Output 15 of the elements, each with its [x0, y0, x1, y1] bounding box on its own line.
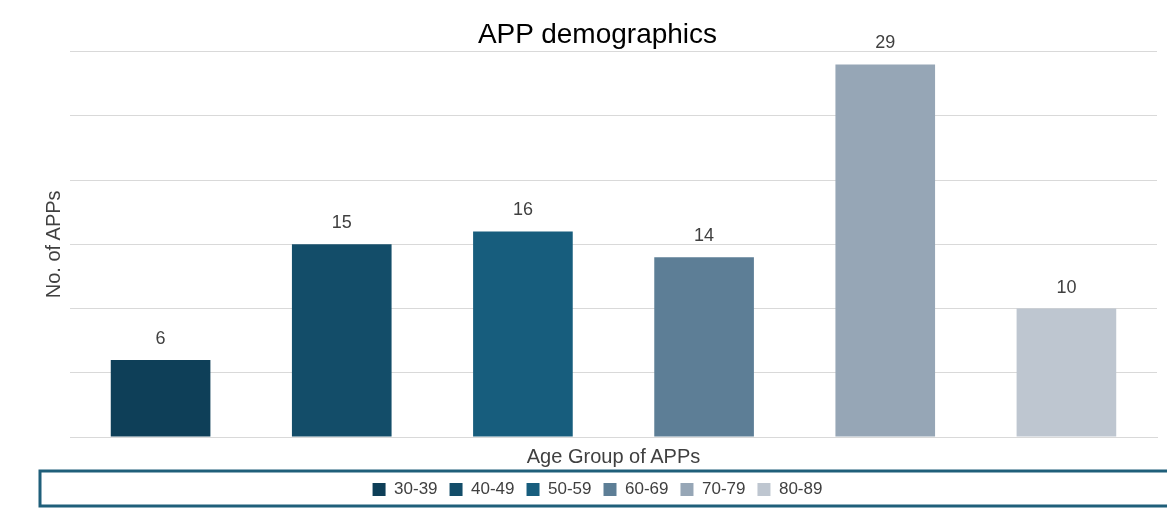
- legend-label: 60-69: [625, 479, 669, 499]
- data-label: 16: [512, 199, 533, 220]
- x-axis-title: Age Group of APPs: [526, 444, 701, 467]
- y-axis-title: No. of APPs: [41, 190, 64, 299]
- legend-label: 40-49: [471, 479, 515, 499]
- chart-title: APP demographics: [477, 17, 718, 49]
- data-label: 10: [1056, 276, 1077, 297]
- data-label: 14: [694, 225, 715, 246]
- legend-label: 50-59: [548, 479, 592, 499]
- legend-label: 80-89: [778, 479, 823, 499]
- data-label: 15: [331, 212, 352, 233]
- legend-label: 70-79: [701, 479, 746, 499]
- legend-label: 30-39: [394, 479, 438, 499]
- data-label: 29: [875, 32, 896, 53]
- data-label: 6: [155, 327, 166, 348]
